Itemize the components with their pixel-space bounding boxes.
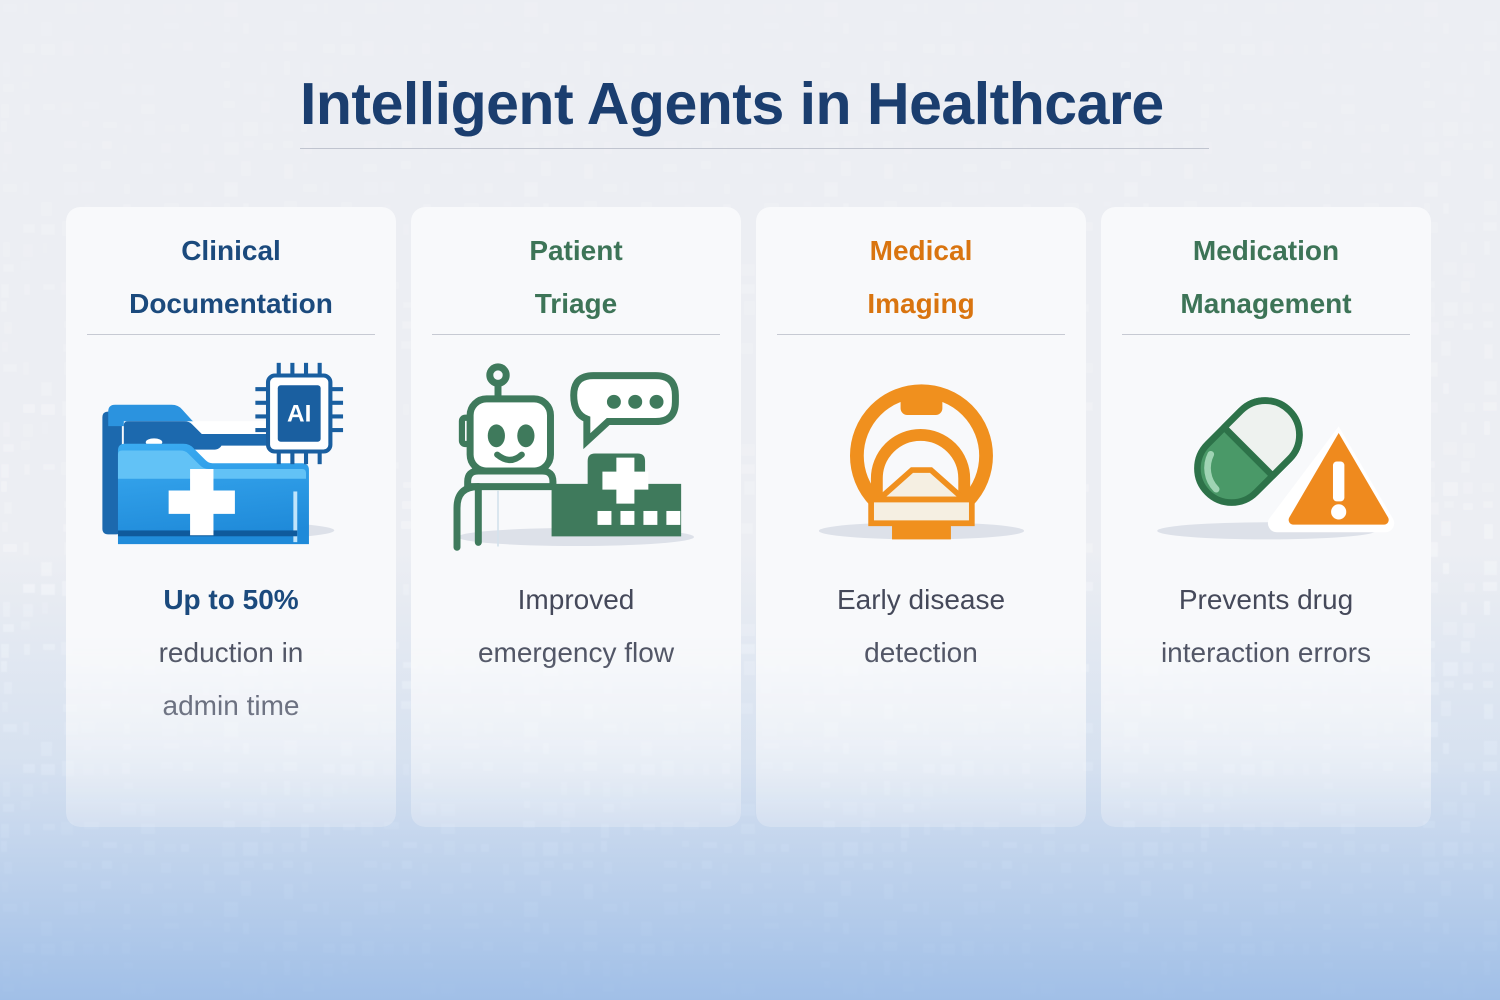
svg-text:AI: AI (287, 400, 311, 427)
